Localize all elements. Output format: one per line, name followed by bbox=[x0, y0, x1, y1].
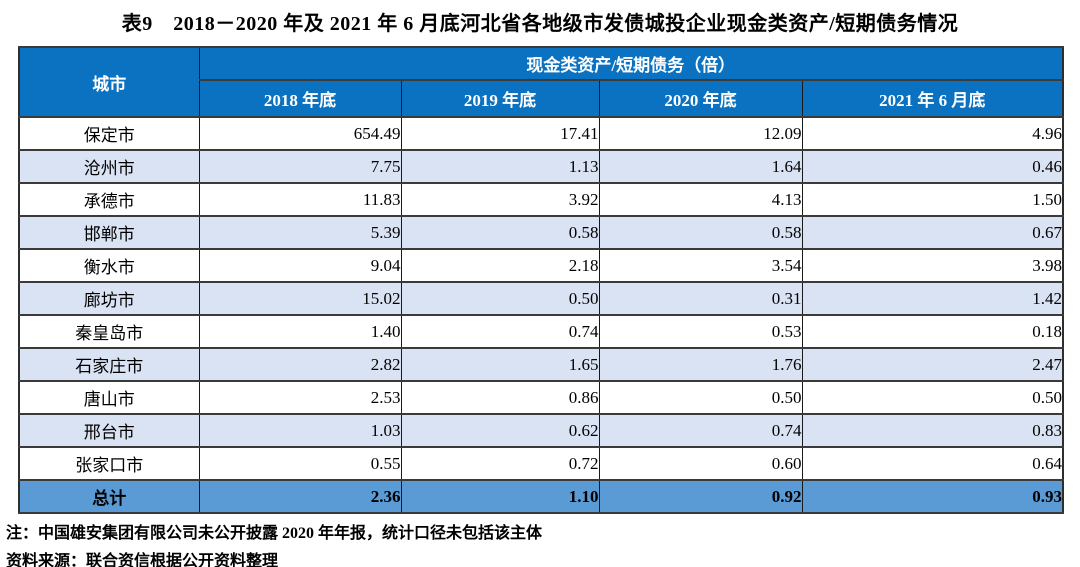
value-cell-3: 1.42 bbox=[801, 281, 1064, 316]
table-row-5: 廊坊市 15.02 0.50 0.31 1.42 bbox=[18, 281, 1064, 316]
value-cell-2: 1.64 bbox=[598, 149, 803, 184]
table-body: 保定市 654.49 17.41 12.09 4.96 沧州市 7.75 1.13 1.64 0.… bbox=[18, 116, 1064, 514]
value-cell-3: 0.67 bbox=[801, 215, 1064, 250]
table-row-1: 沧州市 7.75 1.13 1.64 0.46 bbox=[18, 149, 1064, 184]
city-cell: 石家庄市 bbox=[18, 347, 200, 382]
value-cell-0: 2.82 bbox=[198, 347, 402, 382]
value-cell-1: 1.10 bbox=[400, 479, 600, 514]
value-cell-3: 0.18 bbox=[801, 314, 1064, 349]
value-cell-1: 3.92 bbox=[400, 182, 600, 217]
cash-to-debt-table: 城市 现金类资产/短期债务（倍） 2018 年底 2019 年底 2020 年底 20… bbox=[18, 46, 1065, 514]
city-cell: 廊坊市 bbox=[18, 281, 200, 316]
value-cell-3: 0.83 bbox=[801, 413, 1064, 448]
table-row-8: 唐山市 2.53 0.86 0.50 0.50 bbox=[18, 380, 1064, 415]
header-row-group: 城市 现金类资产/短期债务（倍） bbox=[18, 46, 1064, 118]
value-cell-2: 12.09 bbox=[598, 116, 803, 151]
value-cell-1: 0.72 bbox=[400, 446, 600, 481]
city-cell: 沧州市 bbox=[18, 149, 200, 184]
header-row-years: 2018 年底 2019 年底 2020 年底 2021 年 6 月底 bbox=[19, 79, 1064, 118]
value-cell-2: 0.50 bbox=[598, 380, 803, 415]
value-cell-3: 2.47 bbox=[801, 347, 1064, 382]
value-cell-3: 3.98 bbox=[801, 248, 1064, 283]
city-cell: 保定市 bbox=[18, 116, 200, 151]
value-cell-3: 0.93 bbox=[801, 479, 1064, 514]
header-year-0: 2018 年底 bbox=[198, 79, 402, 118]
table-row-7: 石家庄市 2.82 1.65 1.76 2.47 bbox=[18, 347, 1064, 382]
value-cell-0: 15.02 bbox=[198, 281, 402, 316]
value-cell-1: 0.62 bbox=[400, 413, 600, 448]
table-title: 表9 2018－2020 年及 2021 年 6 月底河北省各地级市发债城投企业… bbox=[121, 13, 959, 35]
table-row-4: 衡水市 9.04 2.18 3.54 3.98 bbox=[18, 248, 1064, 283]
value-cell-2: 0.92 bbox=[598, 479, 803, 514]
value-cell-0: 654.49 bbox=[198, 116, 402, 151]
city-cell: 唐山市 bbox=[18, 380, 200, 415]
value-cell-1: 0.86 bbox=[400, 380, 600, 415]
value-cell-0: 7.75 bbox=[198, 149, 402, 184]
table-row-6: 秦皇岛市 1.40 0.74 0.53 0.18 bbox=[18, 314, 1064, 349]
value-cell-2: 0.74 bbox=[598, 413, 803, 448]
value-cell-3: 0.64 bbox=[801, 446, 1064, 481]
value-cell-1: 0.50 bbox=[400, 281, 600, 316]
value-cell-2: 0.53 bbox=[598, 314, 803, 349]
city-cell: 衡水市 bbox=[18, 248, 200, 283]
value-cell-2: 1.76 bbox=[598, 347, 803, 382]
value-cell-2: 0.58 bbox=[598, 215, 803, 250]
value-cell-2: 0.31 bbox=[598, 281, 803, 316]
header-year-3: 2021 年 6 月底 bbox=[801, 79, 1064, 118]
table-row-2: 承德市 11.83 3.92 4.13 1.50 bbox=[18, 182, 1064, 217]
value-cell-3: 1.50 bbox=[801, 182, 1064, 217]
table-row-total: 总计 2.36 1.10 0.92 0.93 bbox=[18, 479, 1064, 514]
value-cell-0: 1.03 bbox=[198, 413, 402, 448]
value-cell-1: 1.13 bbox=[400, 149, 600, 184]
value-cell-0: 2.53 bbox=[198, 380, 402, 415]
value-cell-0: 5.39 bbox=[198, 215, 402, 250]
value-cell-1: 0.74 bbox=[400, 314, 600, 349]
header-metric-group: 现金类资产/短期债务（倍） bbox=[198, 46, 1064, 81]
value-cell-3: 4.96 bbox=[801, 116, 1064, 151]
value-cell-3: 0.46 bbox=[801, 149, 1064, 184]
table-header: 城市 现金类资产/短期债务（倍） 2018 年底 2019 年底 2020 年底 20… bbox=[18, 46, 1064, 118]
table-row-0: 保定市 654.49 17.41 12.09 4.96 bbox=[18, 116, 1064, 151]
city-cell: 邢台市 bbox=[18, 413, 200, 448]
city-cell: 总计 bbox=[18, 479, 200, 514]
footnote: 注：中国雄安集团有限公司未公开披露 2020 年年报，统计口径未包括该主体 bbox=[6, 525, 543, 542]
header-year-1: 2019 年底 bbox=[400, 79, 600, 118]
value-cell-1: 1.65 bbox=[400, 347, 600, 382]
value-cell-0: 0.55 bbox=[198, 446, 402, 481]
table-row-10: 张家口市 0.55 0.72 0.60 0.64 bbox=[18, 446, 1064, 481]
report-page: 表9 2018－2020 年及 2021 年 6 月底河北省各地级市发债城投企业… bbox=[0, 7, 1080, 567]
value-cell-1: 17.41 bbox=[400, 116, 600, 151]
value-cell-0: 11.83 bbox=[198, 182, 402, 217]
table-notes: 注：中国雄安集团有限公司未公开披露 2020 年年报，统计口径未包括该主体 资料… bbox=[6, 520, 1080, 567]
value-cell-3: 0.50 bbox=[801, 380, 1064, 415]
table-row-9: 邢台市 1.03 0.62 0.74 0.83 bbox=[18, 413, 1064, 448]
value-cell-0: 2.36 bbox=[198, 479, 402, 514]
city-cell: 秦皇岛市 bbox=[18, 314, 200, 349]
header-year-2: 2020 年底 bbox=[598, 79, 803, 118]
value-cell-1: 0.58 bbox=[400, 215, 600, 250]
value-cell-0: 9.04 bbox=[198, 248, 402, 283]
value-cell-2: 0.60 bbox=[598, 446, 803, 481]
value-cell-0: 1.40 bbox=[198, 314, 402, 349]
header-city: 城市 bbox=[18, 46, 200, 118]
value-cell-2: 4.13 bbox=[598, 182, 803, 217]
source-note: 资料来源：联合资信根据公开资料整理 bbox=[6, 553, 279, 567]
city-cell: 邯郸市 bbox=[18, 215, 200, 250]
value-cell-1: 2.18 bbox=[400, 248, 600, 283]
city-cell: 承德市 bbox=[18, 182, 200, 217]
value-cell-2: 3.54 bbox=[598, 248, 803, 283]
city-cell: 张家口市 bbox=[18, 446, 200, 481]
table-row-3: 邯郸市 5.39 0.58 0.58 0.67 bbox=[18, 215, 1064, 250]
